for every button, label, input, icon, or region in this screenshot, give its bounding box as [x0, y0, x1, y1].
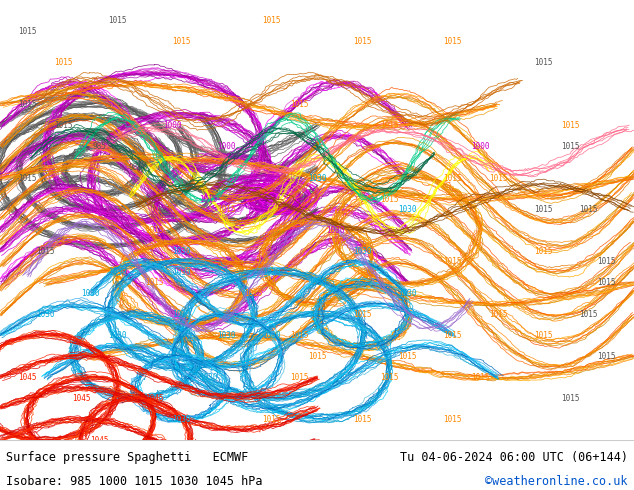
Text: 1015: 1015 [380, 121, 399, 130]
Text: 1015: 1015 [398, 352, 417, 361]
Text: 1030: 1030 [81, 289, 100, 298]
Text: 1015: 1015 [54, 121, 73, 130]
Text: 1015: 1015 [217, 205, 236, 214]
Text: 1000: 1000 [81, 205, 100, 214]
Text: 1015: 1015 [579, 205, 598, 214]
Text: 1015: 1015 [598, 352, 616, 361]
Text: 1015: 1015 [145, 226, 163, 235]
Text: 1030: 1030 [217, 331, 236, 340]
Text: 1015: 1015 [598, 278, 616, 287]
Text: 1000: 1000 [471, 142, 489, 151]
Text: 1015: 1015 [579, 310, 598, 319]
Text: 985: 985 [93, 142, 107, 151]
Text: 1030: 1030 [307, 278, 327, 287]
Text: 1045: 1045 [18, 372, 36, 382]
Text: 1015: 1015 [471, 372, 489, 382]
Text: 1030: 1030 [172, 268, 190, 277]
Text: 1000: 1000 [217, 142, 236, 151]
Text: 1015: 1015 [353, 37, 372, 47]
Text: 1015: 1015 [172, 37, 190, 47]
Text: 1030: 1030 [172, 310, 190, 319]
Text: 1015: 1015 [534, 331, 553, 340]
Text: 1015: 1015 [199, 195, 217, 203]
Text: 1015: 1015 [145, 278, 163, 287]
Text: 1030: 1030 [262, 331, 281, 340]
Text: 1045: 1045 [145, 393, 163, 403]
Text: 1015: 1015 [489, 310, 507, 319]
Text: 1015: 1015 [380, 372, 399, 382]
Text: Tu 04-06-2024 06:00 UTC (06+144): Tu 04-06-2024 06:00 UTC (06+144) [399, 451, 628, 464]
Text: Isobare: 985 1000 1015 1030 1045 hPa: Isobare: 985 1000 1015 1030 1045 hPa [6, 474, 263, 488]
Text: 1015: 1015 [380, 195, 399, 203]
Text: 1015: 1015 [262, 415, 281, 423]
Text: 1030: 1030 [172, 415, 190, 423]
Text: 1030: 1030 [108, 268, 127, 277]
Text: 1015: 1015 [534, 247, 553, 256]
Text: 985: 985 [129, 163, 143, 172]
Text: 1015: 1015 [18, 27, 36, 36]
Text: 1015: 1015 [561, 121, 580, 130]
Text: 1015: 1015 [561, 393, 580, 403]
Text: 1030: 1030 [172, 247, 190, 256]
Text: 1015: 1015 [444, 257, 462, 267]
Text: 1030: 1030 [353, 247, 372, 256]
Text: 1015: 1015 [262, 17, 281, 25]
Text: 1000: 1000 [163, 121, 181, 130]
Text: 1030: 1030 [326, 226, 344, 235]
Text: 1030: 1030 [398, 205, 417, 214]
Text: 1045: 1045 [91, 436, 109, 444]
Text: 1015: 1015 [353, 310, 372, 319]
Text: 1045: 1045 [18, 436, 36, 444]
Text: 1015: 1015 [307, 352, 327, 361]
Text: Surface pressure Spaghetti   ECMWF: Surface pressure Spaghetti ECMWF [6, 451, 249, 464]
Text: 1015: 1015 [598, 257, 616, 267]
Text: 1015: 1015 [290, 331, 308, 340]
Text: 1015: 1015 [444, 331, 462, 340]
Text: 1030: 1030 [398, 289, 417, 298]
Text: 1015: 1015 [262, 173, 281, 183]
Text: 1015: 1015 [444, 415, 462, 423]
Text: 1015: 1015 [18, 100, 36, 109]
Text: 1015: 1015 [108, 17, 127, 25]
Text: 1015: 1015 [534, 205, 553, 214]
Text: ©weatheronline.co.uk: ©weatheronline.co.uk [485, 474, 628, 488]
Text: 1015: 1015 [353, 415, 372, 423]
Text: 1030: 1030 [36, 310, 55, 319]
Text: 1015: 1015 [244, 289, 263, 298]
Text: 1030: 1030 [199, 372, 217, 382]
Text: 1015: 1015 [36, 247, 55, 256]
Text: 1015: 1015 [54, 58, 73, 67]
Text: 1015: 1015 [290, 372, 308, 382]
Text: 1015: 1015 [18, 173, 36, 183]
Text: 1015: 1015 [444, 173, 462, 183]
Text: 1015: 1015 [534, 58, 553, 67]
Text: 1030: 1030 [262, 268, 281, 277]
Text: 1015: 1015 [290, 100, 308, 109]
Text: 1015: 1015 [561, 142, 580, 151]
Text: 1030: 1030 [108, 331, 127, 340]
Text: 1015: 1015 [444, 37, 462, 47]
Text: 1030: 1030 [307, 173, 327, 183]
Text: 1045: 1045 [72, 393, 91, 403]
Text: 1015: 1015 [489, 173, 507, 183]
